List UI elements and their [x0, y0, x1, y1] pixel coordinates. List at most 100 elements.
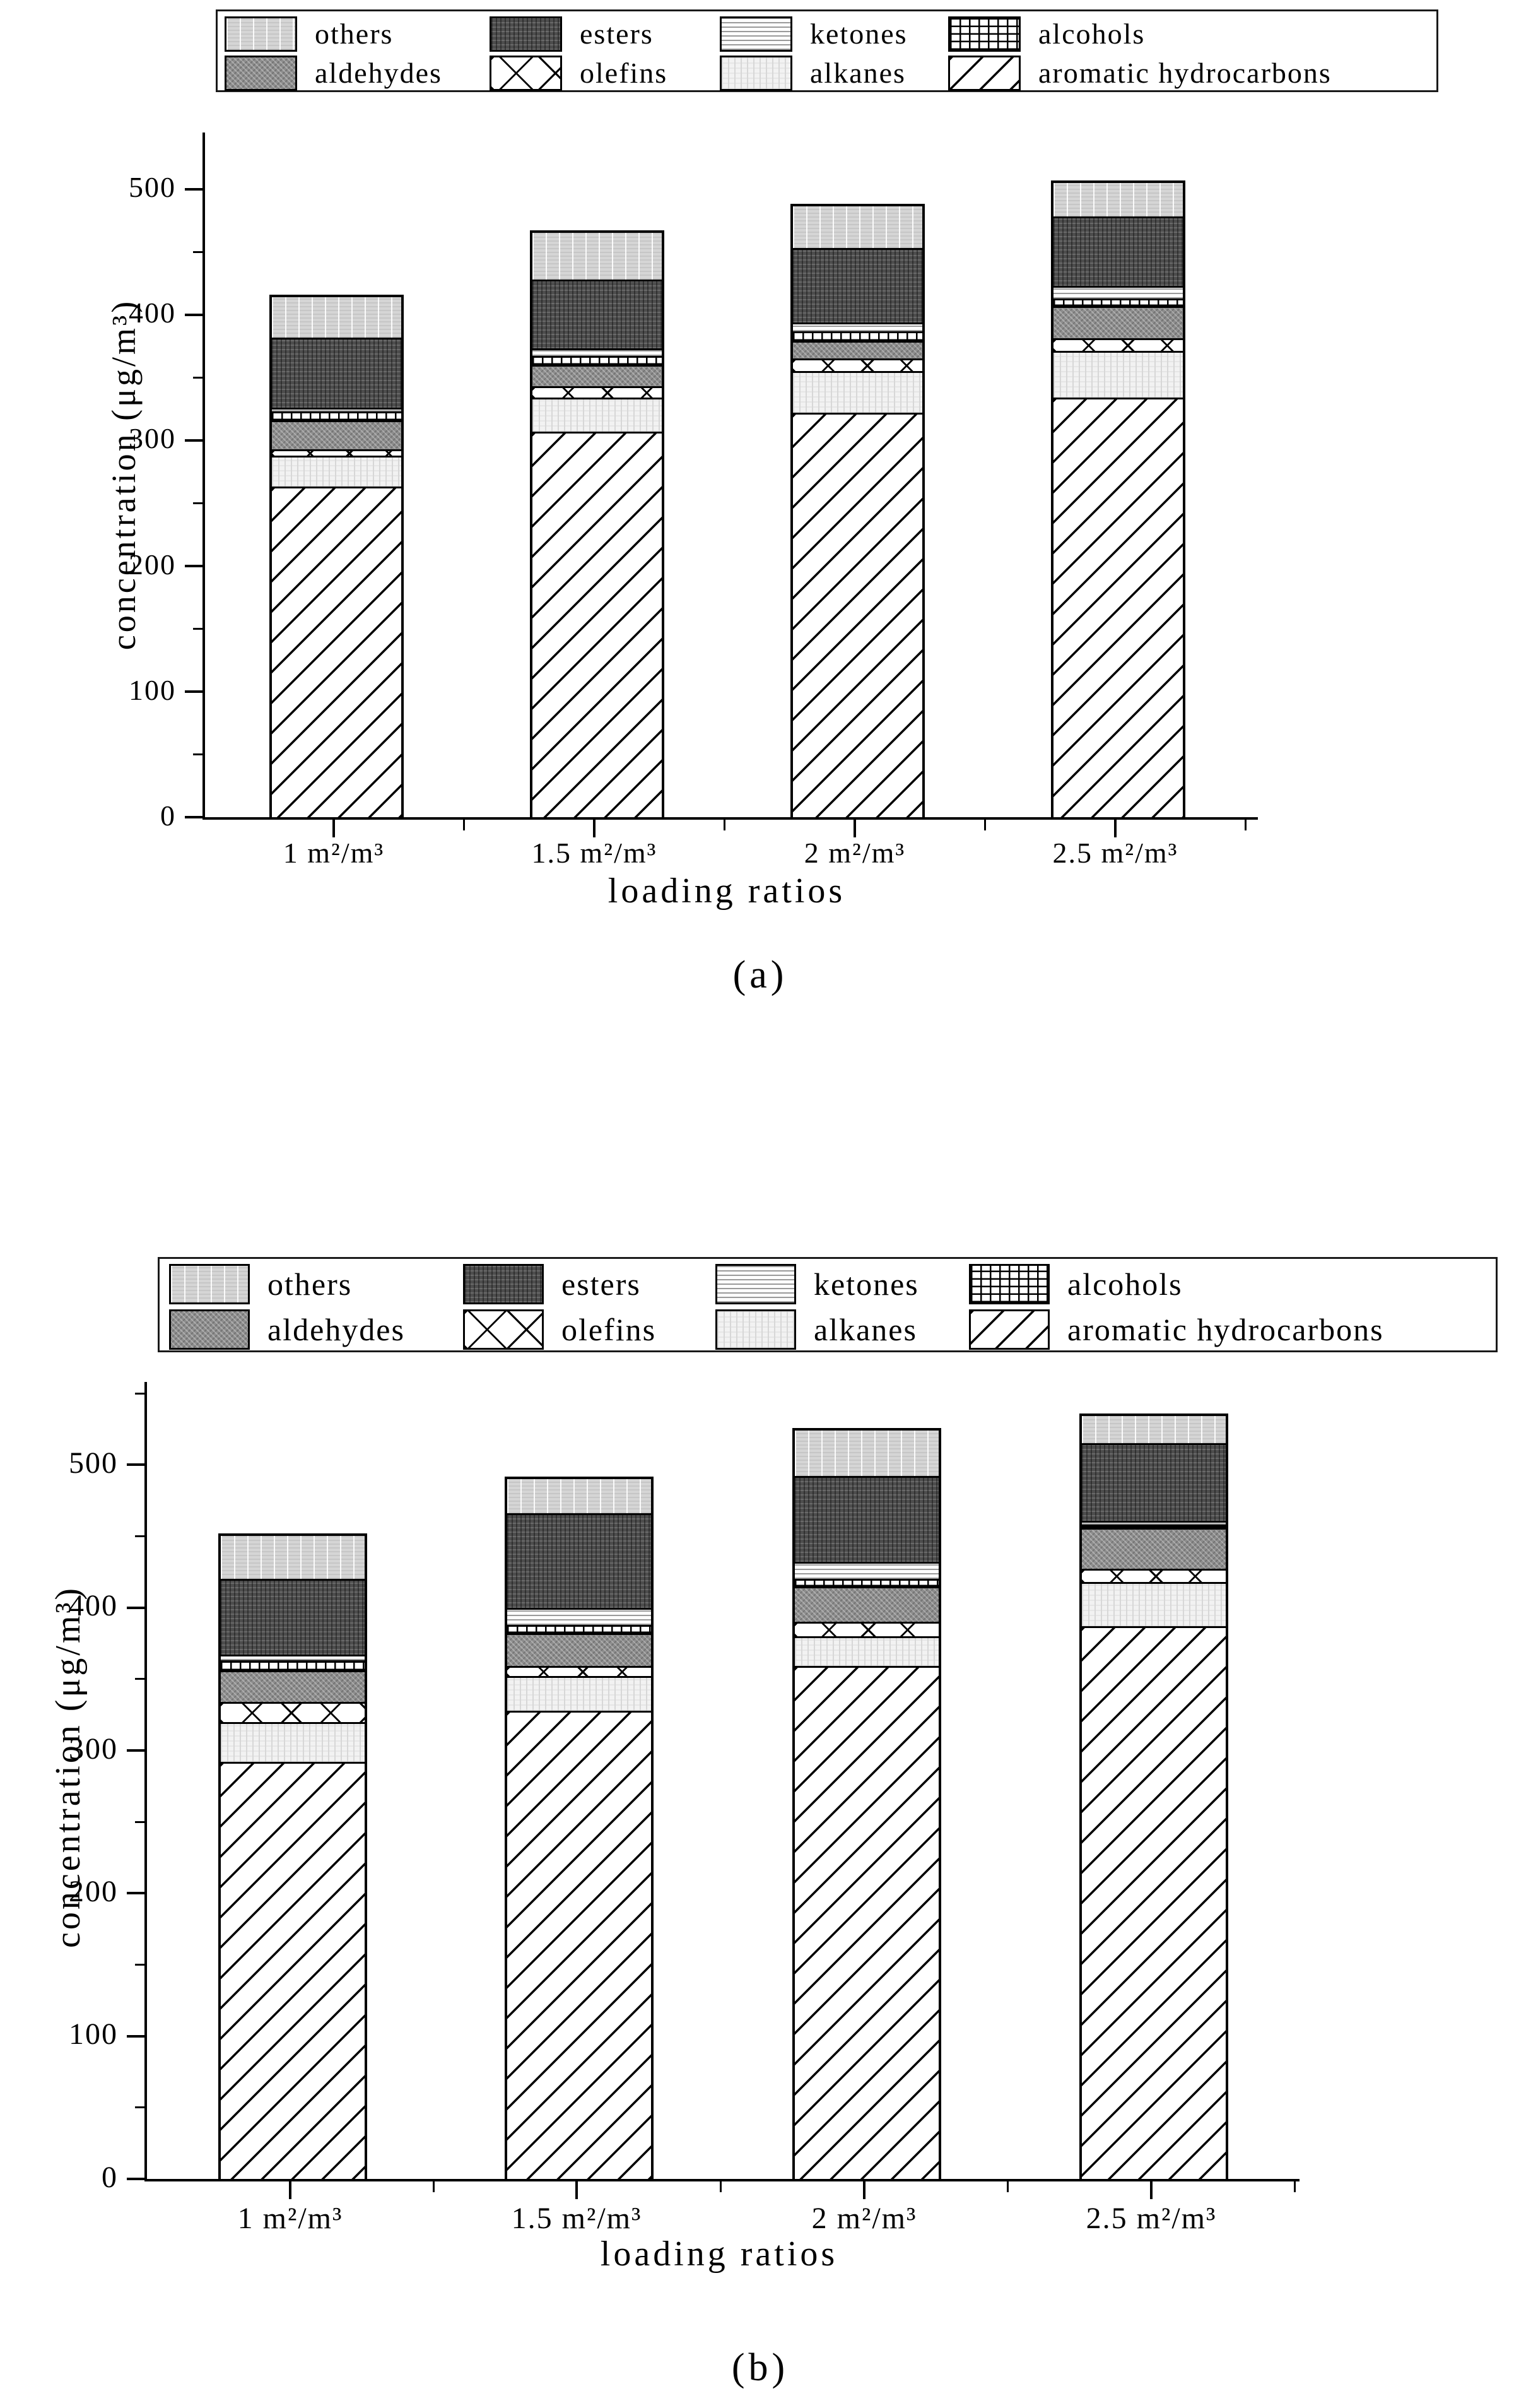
legend-swatch-aldehydes-icon	[169, 1309, 250, 1350]
legend-swatch-olefins-icon	[490, 56, 562, 91]
segment-olefins	[1082, 1569, 1226, 1582]
legend-swatch-ketones-icon	[720, 16, 792, 52]
legend: others esters ketones alcohols aldehydes olef…	[158, 1257, 1498, 1352]
y-tick	[185, 313, 204, 316]
legend-swatch-others-icon	[225, 16, 297, 52]
bar-2.5 m²/m³	[1079, 1414, 1228, 2181]
y-tick	[127, 1606, 146, 1609]
segment-ketones	[1053, 285, 1183, 298]
bar-2 m²/m³	[790, 204, 925, 820]
bar-1 m²/m³	[269, 294, 404, 820]
y-tick	[185, 564, 204, 567]
legend-swatch-esters-icon	[490, 16, 562, 52]
legend-label-alcohols: alcohols	[1038, 18, 1146, 50]
y-tick	[185, 187, 204, 191]
segment-olefins	[1053, 338, 1183, 351]
x-axis-title: loading ratios	[600, 2234, 838, 2274]
y-minor-tick	[193, 753, 204, 755]
segment-olefins	[792, 358, 922, 372]
segment-aldehydes	[792, 341, 922, 359]
segment-alkanes	[795, 1636, 939, 1667]
y-tick	[127, 2034, 146, 2038]
x-tick	[854, 820, 856, 837]
legend-swatch-alkanes-icon	[720, 56, 792, 91]
x-axis	[202, 817, 1258, 820]
segment-others	[271, 297, 401, 338]
y-tick	[127, 1463, 146, 1467]
chart-a: 0 100 200 300 400 500 1 m²/m³ 1.5 m²/m³ 2 m²/m³ 2…	[0, 0, 1514, 1073]
x-minor-tick	[1294, 2181, 1296, 2192]
x-tick	[863, 2181, 866, 2199]
segment-alcohols	[532, 356, 662, 365]
legend-swatch-ketones-icon	[715, 1264, 796, 1304]
segment-alkanes	[792, 371, 922, 413]
y-minor-tick	[135, 2106, 146, 2109]
segment-alcohols	[795, 1579, 939, 1586]
segment-alkanes	[507, 1676, 651, 1711]
y-minor-tick	[135, 1392, 146, 1395]
legend-swatch-aromatic-icon	[948, 56, 1021, 91]
x-axis-title: loading ratios	[607, 871, 846, 911]
segment-aldehydes	[271, 420, 401, 449]
x-tick	[1114, 820, 1117, 837]
y-minor-tick	[193, 251, 204, 253]
segment-olefins	[507, 1666, 651, 1677]
bar-1.5 m²/m³	[529, 230, 664, 820]
y-tick	[185, 690, 204, 693]
segment-aromatic	[792, 412, 922, 817]
y-axis-title: concentration (μg/m³)	[49, 1586, 88, 1948]
segment-olefins	[532, 386, 662, 398]
segment-others	[792, 206, 922, 249]
segment-alcohols	[271, 411, 401, 420]
segment-aromatic	[532, 431, 662, 817]
x-minor-tick	[719, 2181, 722, 2192]
y-tick	[185, 816, 204, 818]
legend: others esters ketones alcohols aldehydes olef…	[216, 9, 1438, 92]
segment-aldehydes	[1082, 1527, 1226, 1569]
y-tick-label: 500	[129, 171, 176, 204]
segment-ketones	[221, 1655, 365, 1661]
segment-aromatic	[1082, 1626, 1226, 2179]
segment-esters	[271, 337, 401, 408]
y-tick	[185, 439, 204, 442]
y-minor-tick	[135, 1821, 146, 1823]
segment-others	[1053, 182, 1183, 217]
segment-alcohols	[221, 1660, 365, 1671]
y-minor-tick	[193, 627, 204, 630]
segment-olefins	[271, 449, 401, 456]
x-tick-label: 2 m²/m³	[804, 837, 906, 869]
x-tick	[332, 820, 335, 837]
bar-1.5 m²/m³	[505, 1476, 654, 2181]
x-minor-tick	[984, 820, 986, 830]
y-minor-tick	[193, 502, 204, 504]
segment-esters	[1082, 1443, 1226, 1521]
x-tick-label: 1.5 m²/m³	[531, 837, 657, 869]
segment-others	[532, 233, 662, 280]
x-tick-label: 2 m²/m³	[811, 2202, 917, 2235]
x-tick-label: 1 m²/m³	[283, 837, 385, 869]
legend-label-aldehydes: aldehydes	[315, 57, 442, 89]
y-tick-label: 500	[69, 1446, 118, 1480]
x-tick	[289, 2181, 291, 2199]
legend-label-alkanes: alkanes	[810, 57, 906, 89]
segment-esters	[792, 248, 922, 322]
segment-alkanes	[1082, 1581, 1226, 1626]
segment-olefins	[795, 1622, 939, 1636]
legend-label-ketones: ketones	[814, 1266, 919, 1302]
segment-alkanes	[1053, 351, 1183, 398]
x-axis	[144, 2179, 1300, 2181]
segment-ketones	[1082, 1520, 1226, 1525]
y-tick-label: 300	[69, 1732, 118, 1766]
segment-aromatic	[271, 487, 401, 817]
y-tick-label: 0	[102, 2160, 118, 2194]
segment-others	[507, 1478, 651, 1514]
x-tick	[1150, 2181, 1153, 2199]
segment-alkanes	[271, 455, 401, 487]
segment-aromatic	[795, 1666, 939, 2179]
segment-aldehydes	[221, 1670, 365, 1702]
x-tick	[575, 2181, 578, 2199]
segment-alcohols	[507, 1624, 651, 1634]
segment-alkanes	[532, 398, 662, 432]
